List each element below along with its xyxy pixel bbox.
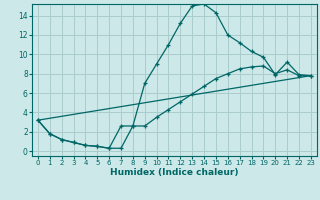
X-axis label: Humidex (Indice chaleur): Humidex (Indice chaleur) bbox=[110, 168, 239, 177]
